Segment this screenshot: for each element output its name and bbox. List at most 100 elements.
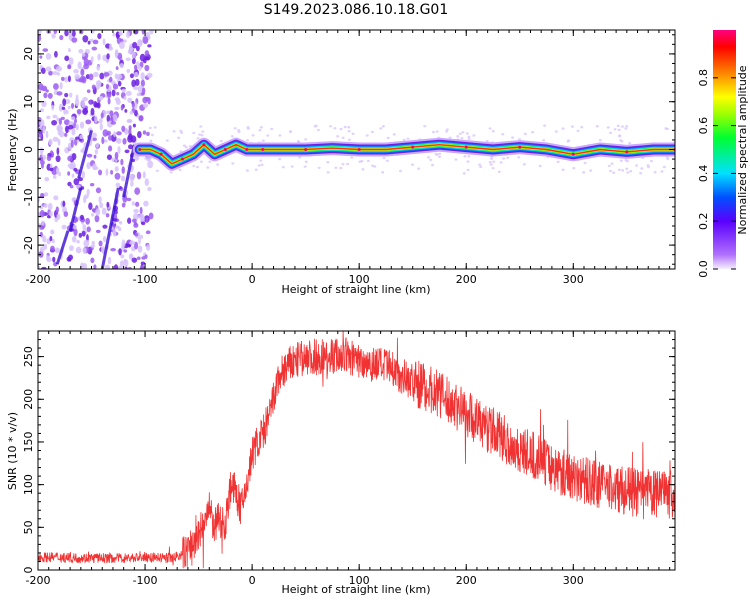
faint-dot xyxy=(339,166,343,170)
noise-dot xyxy=(45,53,52,60)
signal-peak xyxy=(159,152,163,156)
noise-dot xyxy=(129,110,134,115)
noise-dot xyxy=(106,201,110,208)
noise-dot xyxy=(63,119,70,126)
noise-dot xyxy=(117,146,121,154)
faint-dot xyxy=(251,134,255,137)
faint-dot xyxy=(423,124,427,128)
noise-dot xyxy=(89,100,93,105)
faint-dot xyxy=(518,138,522,141)
noise-dot xyxy=(149,30,154,35)
noise-dot xyxy=(64,55,70,62)
faint-dot xyxy=(196,137,200,140)
noise-dot xyxy=(96,82,100,90)
faint-dot xyxy=(341,163,345,166)
faint-dot xyxy=(343,125,347,129)
noise-dot xyxy=(147,44,152,48)
noise-dot xyxy=(45,89,49,93)
faint-dot xyxy=(618,135,622,138)
noise-dot xyxy=(147,97,151,105)
faint-dot xyxy=(259,159,263,162)
faint-dot xyxy=(431,130,435,134)
noise-dot xyxy=(134,187,141,195)
noise-dot xyxy=(134,233,139,237)
snr-x-tick-label: -100 xyxy=(133,574,158,587)
noise-dot xyxy=(146,131,150,137)
faint-dot xyxy=(479,165,483,169)
signal-peak xyxy=(245,148,249,151)
noise-dot xyxy=(69,92,73,98)
noise-dot xyxy=(97,169,103,176)
noise-dot xyxy=(120,158,124,166)
faint-dot xyxy=(208,160,212,163)
faint-dot xyxy=(489,163,493,166)
noise-dot xyxy=(140,72,145,80)
noise-dot xyxy=(71,128,76,136)
noise-dot xyxy=(45,66,52,72)
faint-dot xyxy=(347,125,351,129)
signal-peak xyxy=(202,143,206,147)
noise-dot xyxy=(123,39,127,43)
faint-dot xyxy=(448,136,452,139)
noise-dot xyxy=(121,125,126,132)
noise-dot xyxy=(57,130,62,136)
noise-dot xyxy=(110,121,117,125)
noise-dot xyxy=(52,114,58,119)
noise-dot xyxy=(124,266,128,269)
spectrogram-x-tick-label: 300 xyxy=(563,273,584,286)
faint-dot xyxy=(624,158,628,162)
noise-dot xyxy=(121,202,126,208)
noise-dot xyxy=(89,183,95,187)
noise-dot xyxy=(41,100,47,108)
noise-dot xyxy=(145,230,151,235)
noise-dot xyxy=(53,195,59,201)
faint-dot xyxy=(316,128,320,132)
faint-dot xyxy=(542,139,546,142)
noise-dot xyxy=(121,166,125,174)
faint-dot xyxy=(466,160,470,163)
faint-dot xyxy=(351,132,355,136)
noise-dot xyxy=(117,52,123,60)
faint-dot xyxy=(278,134,282,137)
noise-dot xyxy=(40,248,45,253)
faint-dot xyxy=(583,161,587,165)
spectrogram-y-tick-label: 10 xyxy=(22,95,35,109)
faint-dot xyxy=(392,133,396,136)
spectrogram-x-tick-label: -200 xyxy=(26,273,51,286)
noise-dot xyxy=(126,31,131,39)
noise-dot xyxy=(51,104,55,111)
faint-dot xyxy=(427,156,431,159)
noise-dot xyxy=(105,83,110,90)
noise-dot xyxy=(95,208,101,216)
faint-dot xyxy=(257,164,261,167)
noise-dot xyxy=(91,46,98,51)
noise-dot xyxy=(40,67,46,74)
faint-dot xyxy=(150,133,154,137)
noise-dot xyxy=(132,52,136,59)
faint-dot xyxy=(231,162,235,165)
noise-dot xyxy=(137,245,143,253)
noise-dot xyxy=(103,72,110,77)
faint-dot xyxy=(237,130,241,133)
faint-dot xyxy=(169,171,173,174)
noise-dot xyxy=(52,174,57,179)
faint-dot xyxy=(617,168,621,172)
noise-dot xyxy=(118,31,123,36)
faint-dot xyxy=(346,162,350,166)
noise-dot xyxy=(113,264,119,269)
faint-dot xyxy=(233,127,237,130)
faint-dot xyxy=(458,132,462,135)
noise-dot xyxy=(48,70,53,76)
faint-dot xyxy=(589,169,593,172)
faint-dot xyxy=(381,125,385,128)
signal-peak xyxy=(411,145,415,149)
noise-dot xyxy=(109,76,113,83)
noise-dot xyxy=(131,79,137,88)
noise-dot xyxy=(73,118,77,124)
noise-dot xyxy=(62,200,66,207)
noise-streak xyxy=(122,144,136,198)
figure-title: S149.2023.086.10.18.G01 xyxy=(264,2,449,18)
noise-dot xyxy=(98,240,103,247)
noise-dot xyxy=(128,144,133,150)
noise-dot xyxy=(83,239,90,247)
